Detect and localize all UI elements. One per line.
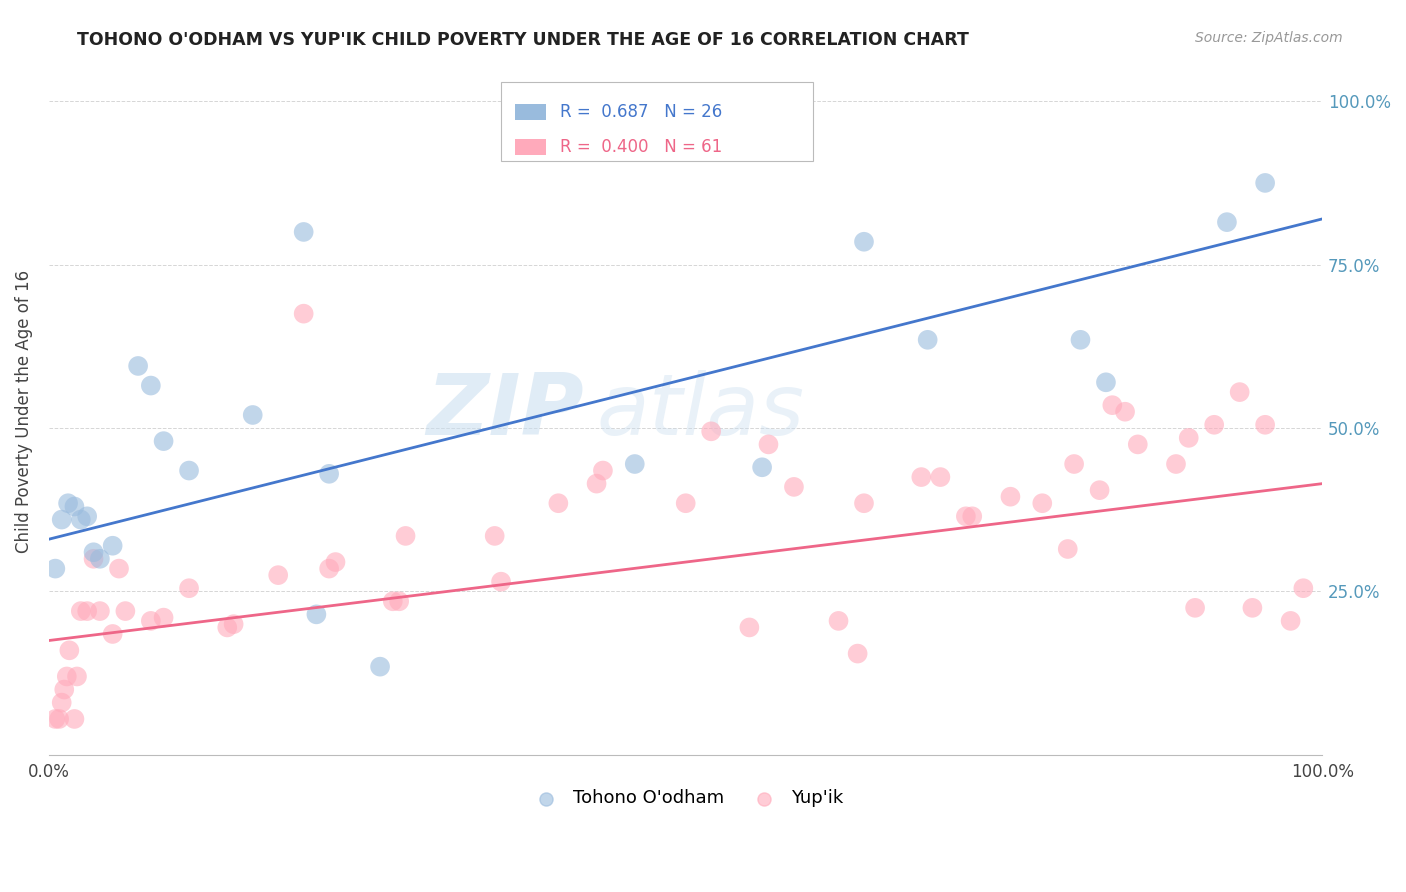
Text: Source: ZipAtlas.com: Source: ZipAtlas.com <box>1195 31 1343 45</box>
Point <box>48 712 70 726</box>
Point <box>318 467 340 481</box>
Point <box>44 561 66 575</box>
Point <box>388 594 411 608</box>
Point <box>751 460 773 475</box>
Point <box>217 620 239 634</box>
Text: R =  0.687   N = 26: R = 0.687 N = 26 <box>560 103 721 121</box>
Text: R =  0.400   N = 61: R = 0.400 N = 61 <box>560 138 721 156</box>
Point <box>66 669 89 683</box>
Point <box>242 408 264 422</box>
Point <box>1279 614 1302 628</box>
Point <box>89 604 111 618</box>
Point <box>1063 457 1085 471</box>
Point <box>69 512 91 526</box>
Point <box>1088 483 1111 498</box>
Point <box>1184 600 1206 615</box>
Point <box>83 545 105 559</box>
Point <box>83 551 105 566</box>
Point <box>929 470 952 484</box>
Point <box>139 378 162 392</box>
Point <box>139 614 162 628</box>
Point <box>1114 405 1136 419</box>
Point <box>484 529 506 543</box>
Point <box>1069 333 1091 347</box>
Point <box>1204 417 1226 432</box>
Point <box>1000 490 1022 504</box>
Legend: Tohono O'odham, Yup'ik: Tohono O'odham, Yup'ik <box>520 782 851 814</box>
Point <box>177 581 200 595</box>
Point <box>127 359 149 373</box>
Point <box>585 476 607 491</box>
Point <box>51 512 73 526</box>
Point <box>292 225 315 239</box>
FancyBboxPatch shape <box>515 139 546 155</box>
Point <box>108 561 131 575</box>
Point <box>56 669 79 683</box>
Point <box>700 425 723 439</box>
Text: ZIP: ZIP <box>426 370 583 453</box>
Point <box>63 712 86 726</box>
Point <box>853 235 876 249</box>
Point <box>89 551 111 566</box>
Point <box>152 434 174 449</box>
Point <box>177 464 200 478</box>
Point <box>381 594 404 608</box>
Point <box>318 561 340 575</box>
Point <box>1254 176 1277 190</box>
Point <box>69 604 91 618</box>
Point <box>1254 417 1277 432</box>
Point <box>76 604 98 618</box>
Point <box>783 480 806 494</box>
Point <box>738 620 761 634</box>
Point <box>955 509 977 524</box>
Point <box>846 647 869 661</box>
Y-axis label: Child Poverty Under the Age of 16: Child Poverty Under the Age of 16 <box>15 270 32 553</box>
Point <box>51 696 73 710</box>
Point <box>53 682 76 697</box>
Point <box>305 607 328 622</box>
Point <box>1031 496 1053 510</box>
Point <box>917 333 939 347</box>
Point <box>222 617 245 632</box>
Point <box>368 659 391 673</box>
Point <box>44 712 66 726</box>
Point <box>101 627 124 641</box>
Point <box>592 464 614 478</box>
Text: atlas: atlas <box>596 370 804 453</box>
Point <box>1164 457 1187 471</box>
Point <box>76 509 98 524</box>
Point <box>1177 431 1199 445</box>
Point <box>1216 215 1239 229</box>
Point <box>1292 581 1315 595</box>
Point <box>1056 541 1078 556</box>
Point <box>152 610 174 624</box>
Point <box>1101 398 1123 412</box>
Point <box>394 529 416 543</box>
Point <box>267 568 290 582</box>
Point <box>960 509 983 524</box>
Point <box>1095 376 1118 390</box>
Point <box>758 437 780 451</box>
Point <box>1126 437 1149 451</box>
Point <box>58 643 80 657</box>
Point <box>623 457 645 471</box>
Point <box>1229 385 1251 400</box>
Point <box>547 496 569 510</box>
Point <box>1241 600 1264 615</box>
Point <box>910 470 932 484</box>
Point <box>325 555 347 569</box>
Point <box>675 496 697 510</box>
Point <box>489 574 512 589</box>
FancyBboxPatch shape <box>501 82 813 161</box>
Point <box>63 500 86 514</box>
Point <box>114 604 136 618</box>
FancyBboxPatch shape <box>515 104 546 120</box>
Point <box>827 614 849 628</box>
Point <box>101 539 124 553</box>
Point <box>292 307 315 321</box>
Point <box>56 496 79 510</box>
Text: TOHONO O'ODHAM VS YUP'IK CHILD POVERTY UNDER THE AGE OF 16 CORRELATION CHART: TOHONO O'ODHAM VS YUP'IK CHILD POVERTY U… <box>77 31 969 49</box>
Point <box>853 496 876 510</box>
